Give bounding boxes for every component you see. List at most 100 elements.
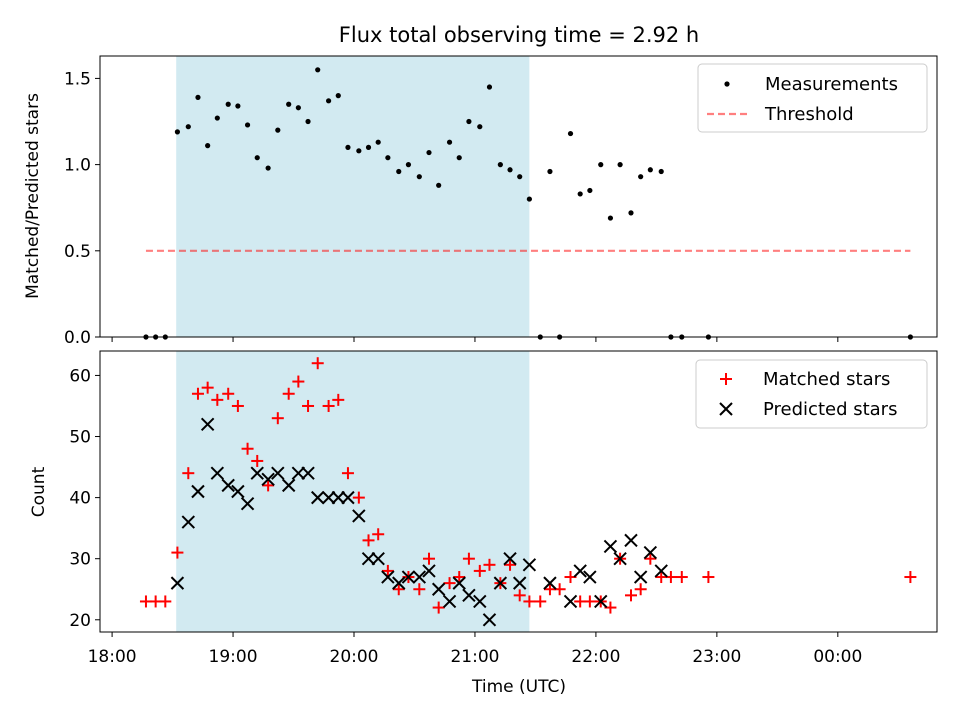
matched-star-point bbox=[624, 589, 637, 602]
matched-star-point bbox=[634, 583, 647, 596]
measurement-point bbox=[577, 191, 583, 197]
matched-star-point bbox=[191, 387, 204, 400]
measurement-point bbox=[335, 93, 341, 99]
predicted-star-point bbox=[513, 576, 527, 590]
measurement-point bbox=[375, 139, 381, 145]
measurement-point bbox=[477, 124, 483, 130]
matched-star-point bbox=[432, 601, 445, 614]
x-tick-label: 19:00 bbox=[209, 647, 258, 667]
measurement-point bbox=[617, 162, 623, 168]
matched-star-point bbox=[675, 571, 688, 584]
matched-star-point bbox=[453, 571, 466, 584]
predicted-star-point bbox=[522, 558, 537, 572]
predicted-star-point bbox=[200, 417, 215, 432]
predicted-star-point bbox=[412, 570, 427, 584]
predicted-star-point bbox=[594, 594, 608, 609]
legend-measurement-marker bbox=[724, 81, 730, 87]
measurement-point bbox=[628, 210, 634, 216]
legend-predicted-label: Predicted stars bbox=[763, 399, 897, 420]
measurement-point bbox=[486, 84, 493, 90]
matched-star-point bbox=[251, 454, 264, 467]
matched-star-point bbox=[362, 534, 375, 547]
matched-star-point bbox=[504, 558, 517, 571]
chart-title: Flux total observing time = 2.92 h bbox=[339, 23, 699, 47]
matched-star-point bbox=[341, 467, 354, 480]
predicted-star-point bbox=[240, 497, 255, 511]
matched-star-point bbox=[523, 595, 536, 608]
measurement-point bbox=[345, 144, 351, 150]
measurement-point bbox=[225, 101, 231, 107]
shaded-span bbox=[176, 56, 530, 337]
predicted-star-point bbox=[452, 576, 466, 590]
measurement-point bbox=[416, 174, 422, 180]
matched-star-point bbox=[159, 595, 172, 608]
predicted-star-point bbox=[210, 466, 225, 480]
predicted-star-point bbox=[583, 570, 597, 584]
matched-star-point bbox=[534, 595, 547, 608]
predicted-star-point bbox=[624, 533, 638, 548]
predicted-star-point bbox=[563, 594, 578, 609]
predicted-star-point bbox=[361, 551, 376, 566]
matched-star-point bbox=[381, 564, 394, 577]
top-axes-frame bbox=[99, 55, 938, 338]
matched-star-point bbox=[904, 571, 917, 584]
predicted-star-point bbox=[573, 564, 587, 578]
predicted-star-point bbox=[401, 570, 416, 584]
measurement-point bbox=[356, 148, 362, 154]
predicted-star-point bbox=[613, 551, 627, 566]
predicted-star-point bbox=[291, 466, 306, 480]
legend-threshold-label: Threshold bbox=[764, 104, 854, 125]
measurement-point bbox=[315, 67, 321, 73]
measurement-point bbox=[365, 144, 372, 150]
x-tick-label: 20:00 bbox=[330, 647, 379, 667]
y-tick-label: 0.5 bbox=[64, 242, 91, 262]
measurement-point bbox=[326, 98, 332, 104]
top-x-ticks bbox=[111, 337, 839, 342]
measurement-point bbox=[547, 168, 553, 175]
measurement-point bbox=[517, 174, 523, 180]
measurement-point bbox=[254, 155, 260, 161]
predicted-star-point bbox=[321, 490, 336, 505]
matched-star-point bbox=[422, 552, 435, 565]
predicted-star-point bbox=[371, 551, 385, 566]
matched-star-point bbox=[473, 564, 486, 577]
measurement-point bbox=[567, 130, 574, 137]
predicted-star-point bbox=[331, 490, 345, 505]
predicted-star-point bbox=[442, 594, 457, 609]
measurement-point bbox=[456, 155, 462, 161]
bottom-axes-frame bbox=[99, 350, 938, 633]
matched-star-point bbox=[241, 442, 254, 455]
measurement-point bbox=[185, 124, 191, 130]
matched-star-point bbox=[222, 387, 235, 400]
matched-star-point bbox=[462, 552, 475, 565]
y-tick-label: 0.0 bbox=[64, 328, 91, 348]
predicted-star-point bbox=[170, 576, 185, 590]
measurement-point bbox=[607, 215, 614, 221]
measurement-point bbox=[235, 103, 241, 109]
predicted-star-point bbox=[493, 576, 508, 590]
matched-star-point bbox=[211, 393, 224, 406]
x-tick-label: 00:00 bbox=[813, 647, 862, 667]
predicted-star-point bbox=[221, 478, 235, 493]
matched-star-point bbox=[171, 546, 184, 559]
measurement-point bbox=[526, 196, 532, 202]
predicted-star-point bbox=[603, 539, 618, 554]
matched-star-point bbox=[443, 577, 456, 590]
measurement-point bbox=[436, 182, 442, 188]
measurement-point bbox=[587, 187, 593, 194]
matched-star-point bbox=[182, 467, 195, 480]
matched-star-point bbox=[282, 387, 295, 400]
matched-star-point bbox=[372, 528, 385, 541]
measurement-point bbox=[497, 162, 503, 168]
x-tick-label: 18:00 bbox=[88, 647, 137, 667]
matched-star-point bbox=[392, 583, 405, 596]
y-tick-label: 60 bbox=[69, 366, 91, 386]
legend-matched-label: Matched stars bbox=[763, 369, 890, 390]
predicted-star-point bbox=[633, 570, 648, 584]
measurement-point bbox=[658, 168, 664, 175]
measurement-point bbox=[385, 155, 391, 161]
measurement-point bbox=[426, 149, 432, 156]
matched-star-point bbox=[231, 399, 244, 412]
matched-star-point bbox=[322, 399, 335, 412]
